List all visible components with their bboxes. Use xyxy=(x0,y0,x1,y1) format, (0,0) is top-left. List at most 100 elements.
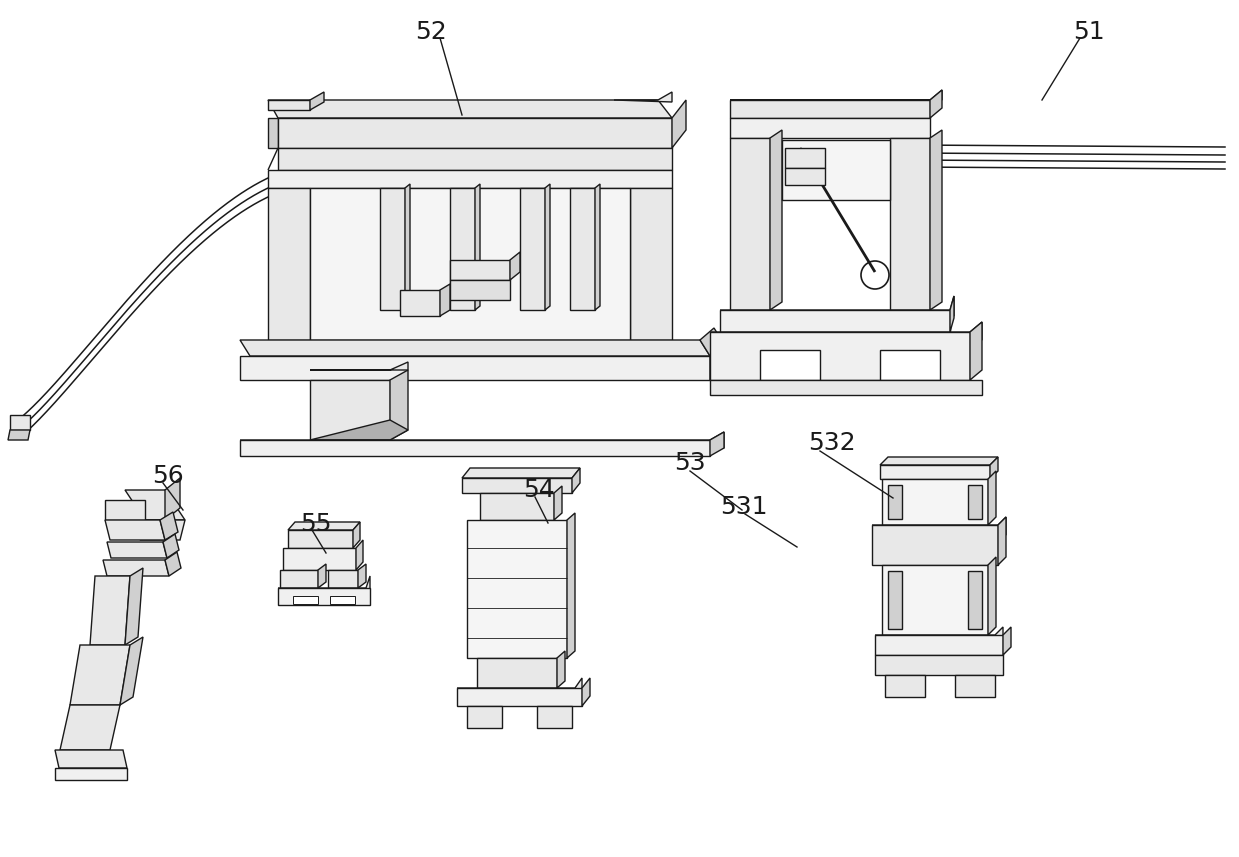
Polygon shape xyxy=(769,130,782,310)
Polygon shape xyxy=(885,675,926,697)
Circle shape xyxy=(112,505,121,515)
Polygon shape xyxy=(7,430,30,440)
Polygon shape xyxy=(872,517,1006,535)
Polygon shape xyxy=(10,415,30,430)
Polygon shape xyxy=(880,457,997,465)
Polygon shape xyxy=(268,170,672,188)
Polygon shape xyxy=(140,520,185,540)
Polygon shape xyxy=(292,596,318,604)
Polygon shape xyxy=(450,260,510,280)
Polygon shape xyxy=(310,188,629,340)
Polygon shape xyxy=(462,468,580,478)
Polygon shape xyxy=(287,530,353,548)
Polygon shape xyxy=(467,706,502,728)
Polygon shape xyxy=(890,138,930,310)
Polygon shape xyxy=(710,432,724,456)
Polygon shape xyxy=(930,130,942,310)
Circle shape xyxy=(317,536,323,542)
Polygon shape xyxy=(318,564,326,588)
Polygon shape xyxy=(730,118,930,138)
Polygon shape xyxy=(268,188,310,340)
Polygon shape xyxy=(968,485,983,519)
Polygon shape xyxy=(240,356,710,380)
Polygon shape xyxy=(310,362,408,370)
Polygon shape xyxy=(987,471,996,525)
Polygon shape xyxy=(475,184,479,310)
Polygon shape xyxy=(782,140,890,200)
Polygon shape xyxy=(278,148,672,170)
Polygon shape xyxy=(629,188,672,340)
Circle shape xyxy=(144,505,154,515)
Polygon shape xyxy=(450,280,510,300)
Polygon shape xyxy=(875,655,1004,675)
Polygon shape xyxy=(510,252,520,280)
Polygon shape xyxy=(405,184,410,310)
Polygon shape xyxy=(786,168,825,185)
Polygon shape xyxy=(440,284,450,316)
Polygon shape xyxy=(990,457,997,479)
Polygon shape xyxy=(105,500,145,520)
Polygon shape xyxy=(390,370,408,440)
Polygon shape xyxy=(164,534,178,558)
Polygon shape xyxy=(125,490,185,520)
Polygon shape xyxy=(720,310,950,332)
Polygon shape xyxy=(268,100,310,110)
Polygon shape xyxy=(479,493,554,520)
Text: 51: 51 xyxy=(1073,20,1105,44)
Circle shape xyxy=(477,261,483,267)
Polygon shape xyxy=(310,92,325,110)
Polygon shape xyxy=(477,658,558,688)
Polygon shape xyxy=(380,188,405,310)
Polygon shape xyxy=(520,188,545,310)
Polygon shape xyxy=(268,118,278,148)
Polygon shape xyxy=(353,522,361,548)
Polygon shape xyxy=(595,184,600,310)
Polygon shape xyxy=(240,432,724,448)
Polygon shape xyxy=(880,350,940,380)
Polygon shape xyxy=(59,705,120,750)
Polygon shape xyxy=(457,678,582,696)
Polygon shape xyxy=(328,570,358,588)
Polygon shape xyxy=(672,100,686,148)
Polygon shape xyxy=(987,557,996,635)
Polygon shape xyxy=(69,645,130,705)
Polygon shape xyxy=(882,479,987,525)
Polygon shape xyxy=(103,560,169,576)
Polygon shape xyxy=(730,90,942,100)
Polygon shape xyxy=(278,576,370,594)
Polygon shape xyxy=(457,688,582,706)
Polygon shape xyxy=(970,322,983,380)
Polygon shape xyxy=(310,420,408,440)
Polygon shape xyxy=(567,513,575,658)
Polygon shape xyxy=(888,485,902,519)
Polygon shape xyxy=(280,570,318,588)
Polygon shape xyxy=(710,344,724,380)
Text: 53: 53 xyxy=(674,451,706,475)
Text: 56: 56 xyxy=(152,464,183,488)
Polygon shape xyxy=(720,296,954,316)
Polygon shape xyxy=(875,635,1004,655)
Polygon shape xyxy=(558,651,565,688)
Polygon shape xyxy=(55,768,128,780)
Polygon shape xyxy=(450,188,475,310)
Polygon shape xyxy=(165,478,180,520)
Polygon shape xyxy=(400,290,440,316)
Polygon shape xyxy=(310,380,390,440)
Polygon shape xyxy=(55,750,128,768)
Polygon shape xyxy=(287,522,361,530)
Circle shape xyxy=(932,597,938,603)
Polygon shape xyxy=(278,588,370,605)
Circle shape xyxy=(128,505,138,515)
Text: 532: 532 xyxy=(808,431,856,455)
Polygon shape xyxy=(278,118,672,148)
Polygon shape xyxy=(570,188,595,310)
Polygon shape xyxy=(120,637,142,705)
Polygon shape xyxy=(955,675,995,697)
Polygon shape xyxy=(105,520,165,540)
Text: 52: 52 xyxy=(415,20,447,44)
Polygon shape xyxy=(356,540,363,570)
Polygon shape xyxy=(107,542,167,558)
Polygon shape xyxy=(462,478,572,493)
Text: 531: 531 xyxy=(720,495,767,519)
Polygon shape xyxy=(760,350,820,380)
